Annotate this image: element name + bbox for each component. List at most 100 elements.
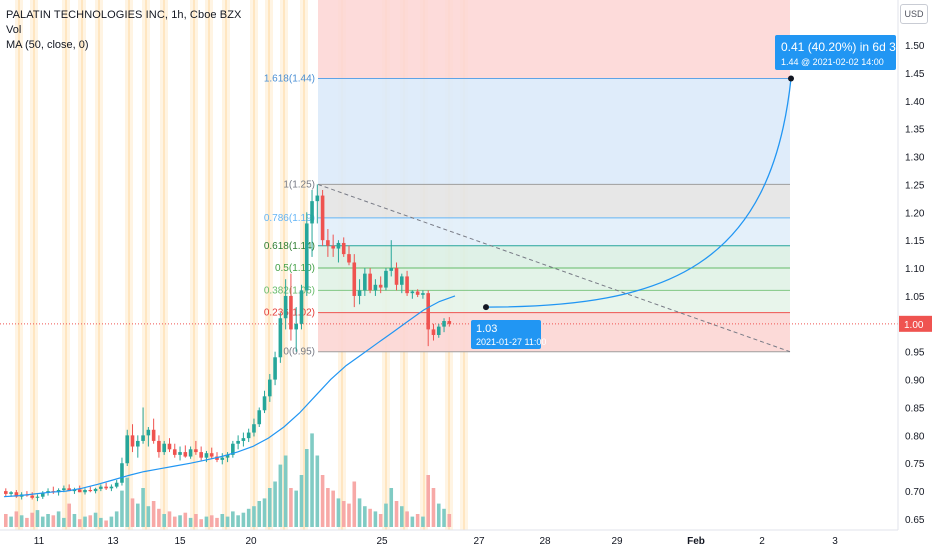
volume-bar [268,488,272,527]
candle-body [241,438,246,441]
y-tick-label: 0.75 [905,459,925,470]
candle-body [252,424,256,433]
candle-body [62,488,66,491]
candle-body [130,435,135,447]
y-tick-label: 1.20 [905,208,925,219]
volume-bar [125,477,130,527]
candle-body [93,488,98,492]
volume-bar [167,511,172,527]
volume-bar [62,517,66,527]
volume-bar [215,517,219,527]
candle-body [278,318,283,358]
volume-bar [363,506,367,527]
candle-body [125,435,130,464]
y-tick-label: 0.95 [905,348,925,359]
fib-level-label: 1.618(1.44) [264,73,315,84]
session-band-core [283,0,285,530]
candle-body [310,201,314,224]
chart-legend: PALATIN TECHNOLOGIES INC, 1h, Cboe BZX V… [6,8,241,53]
volume-bar [299,475,304,527]
session-band-core [208,0,210,530]
volume-bar [93,512,98,527]
volume-bar [77,519,82,527]
candle-body [299,290,304,324]
volume-bar [315,455,320,527]
volume-bar [336,498,341,527]
volume-bar [9,516,13,527]
candle-body [194,449,198,453]
y-tick-label: 0.65 [905,515,925,526]
y-tick-label: 0.85 [905,403,925,414]
candle-body [368,273,372,291]
candle-body [99,486,103,489]
volume-bar [368,508,372,527]
candle-body [77,489,82,493]
last-price-tag [899,315,932,332]
volume-bar [19,515,24,527]
volume-bar [400,506,404,527]
volume-bar [56,511,61,527]
projection-curve [485,78,792,308]
volume-bar [136,503,140,527]
last-price-label: 1.00 [904,320,924,331]
projection-start-point[interactable] [483,304,489,311]
candle-body [315,195,320,202]
y-tick-label: 1.15 [905,236,925,247]
session-band-core [98,0,100,530]
candle-body [246,432,251,439]
candle-body [236,440,240,444]
volume-bar [331,490,335,527]
candle-body [220,457,225,460]
y-tick-label: 1.25 [905,180,925,191]
candle-body [442,321,446,327]
volume-bar [431,488,436,527]
candle-body [405,276,409,294]
fib-zone [318,312,790,352]
currency-button[interactable]: USD [900,4,928,24]
volume-bar [283,455,288,527]
volume-bar [405,511,409,527]
projection-start-date: 2021-01-27 11:00 [476,337,546,347]
volume-bar [394,501,399,527]
fib-level-label: 0.5(1.10) [275,263,315,274]
fib-zone [318,268,790,291]
projection-end-box [775,35,896,70]
y-tick-label: 0.70 [905,487,925,498]
volume-bar [67,503,71,527]
session-band-core [128,0,130,530]
candle-body [67,488,71,492]
chart-title: PALATIN TECHNOLOGIES INC, 1h, Cboe BZX [6,9,242,21]
volume-bar [209,515,214,527]
candle-body [331,245,335,249]
volume-bar [373,511,378,527]
candle-body [40,492,45,497]
time-axis-bg [0,530,932,550]
candle-body [88,490,93,492]
fib-level-label: 1(1.25) [283,179,315,190]
fib-level-label: 0.618(1.14) [264,241,315,252]
volume-bar [14,511,19,527]
x-tick-label: 20 [245,536,257,547]
volume-bar [384,503,388,527]
volume-bar [188,517,193,527]
candle-body [151,429,156,441]
x-tick-label: 25 [376,536,388,547]
volume-bar [120,490,124,527]
volume-bar [30,512,34,527]
candle-body [336,242,341,249]
moving-average-line [3,295,456,498]
x-tick-label: 2 [759,536,765,547]
candle-body [4,491,8,494]
candle-body [257,410,262,425]
fib-zone [318,290,790,313]
candle-body [231,443,235,455]
projection-end-point[interactable] [788,75,794,82]
candle-body [14,492,19,497]
candle-body [436,326,441,335]
candle-body [268,379,272,397]
volume-bar [320,475,325,527]
fib-zone [318,217,790,246]
volume-bar [236,515,240,527]
